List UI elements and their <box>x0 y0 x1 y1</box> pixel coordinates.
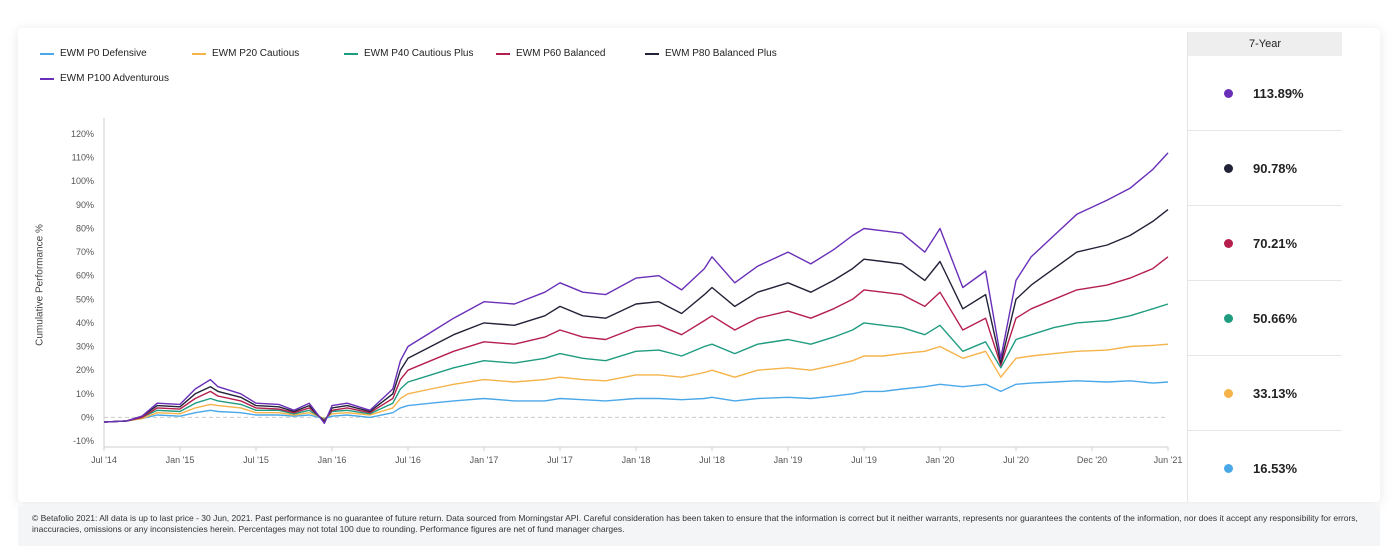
returns-panel: 7-Year 113.89% 90.78% 70.21% 50.66% 33.1… <box>1187 32 1342 502</box>
series-line-3 <box>103 256 1169 423</box>
y-tick-label: 30% <box>76 342 94 352</box>
return-row-p80: 90.78% <box>1188 131 1342 206</box>
series-line-4 <box>103 209 1169 423</box>
y-tick-label: 40% <box>76 318 94 328</box>
x-tick-label: Jul '19 <box>851 455 877 465</box>
x-tick-label: Jul '17 <box>547 455 573 465</box>
legend-item-p20[interactable]: EWM P20 Cautious <box>192 48 299 59</box>
y-tick-label: 20% <box>76 365 94 375</box>
performance-chart: -10% 0% 10% 20% 30% 40% 50% 60% 70% 80% 90% 100% 110… <box>71 118 1183 465</box>
legend-label: EWM P40 Cautious Plus <box>364 48 474 59</box>
legend-swatch <box>496 52 510 55</box>
return-value: 16.53% <box>1253 460 1298 476</box>
legend-item-p60[interactable]: EWM P60 Balanced <box>496 48 606 59</box>
y-tick-label: 100% <box>71 176 94 186</box>
x-tick-label: Dec '20 <box>1077 455 1107 465</box>
legend-item-p0[interactable]: EWM P0 Defensive <box>40 48 147 59</box>
x-tick-label: Jul '18 <box>699 455 725 465</box>
legend-label: EWM P60 Balanced <box>516 48 606 59</box>
legend-label: EWM P20 Cautious <box>212 48 300 59</box>
return-row-p100: 113.89% <box>1188 56 1342 131</box>
return-value: 90.78% <box>1253 160 1298 176</box>
return-row-p0: 16.53% <box>1188 431 1342 505</box>
return-value: 50.66% <box>1253 310 1298 326</box>
legend-swatch <box>344 52 358 55</box>
x-tick-label: Jul '14 <box>91 455 117 465</box>
y-tick-label: 10% <box>76 389 94 399</box>
legend-swatch <box>192 52 206 55</box>
return-value: 113.89% <box>1253 85 1304 101</box>
y-tick-label: 90% <box>76 200 94 210</box>
legend-item-p40[interactable]: EWM P40 Cautious Plus <box>344 48 474 59</box>
series-dot <box>1224 313 1233 323</box>
legend-swatch <box>645 52 659 55</box>
series-dot <box>1224 88 1233 98</box>
legend-swatch <box>40 52 54 55</box>
chart-card <box>18 28 1380 502</box>
y-tick-label: 0% <box>81 412 94 422</box>
x-tick-label: Jan '18 <box>622 455 651 465</box>
x-tick-label: Jul '20 <box>1003 455 1029 465</box>
disclaimer-footer: © Betafolio 2021: All data is up to last… <box>18 506 1380 546</box>
series-dot <box>1224 388 1233 398</box>
series-line-1 <box>103 343 1169 423</box>
y-tick-label: 70% <box>76 247 94 257</box>
x-tick-label: Jan '19 <box>774 455 803 465</box>
x-tick-label: Jan '16 <box>318 455 347 465</box>
x-tick-label: Jan '17 <box>470 455 499 465</box>
series-dot <box>1224 163 1233 173</box>
y-tick-label: 50% <box>76 294 94 304</box>
return-row-p20: 33.13% <box>1188 356 1342 431</box>
series-dot <box>1224 463 1233 473</box>
returns-panel-header: 7-Year <box>1188 32 1342 56</box>
legend-label: EWM P80 Balanced Plus <box>665 48 777 59</box>
return-row-p60: 70.21% <box>1188 206 1342 281</box>
legend-item-p80[interactable]: EWM P80 Balanced Plus <box>645 48 777 59</box>
legend-item-p100[interactable]: EWM P100 Adventurous <box>40 73 169 84</box>
legend-label: EWM P100 Adventurous <box>60 73 169 84</box>
x-tick-label: Jul '16 <box>395 455 421 465</box>
y-tick-label: 60% <box>76 271 94 281</box>
y-tick-label: 110% <box>72 153 94 163</box>
return-value: 33.13% <box>1253 385 1298 401</box>
x-tick-label: Jul '15 <box>243 455 269 465</box>
y-tick-label: 120% <box>71 129 94 139</box>
series-dot <box>1224 238 1233 248</box>
series-line-0 <box>103 380 1169 423</box>
legend-swatch <box>40 77 54 80</box>
x-tick-label: Jan '15 <box>166 455 195 465</box>
x-tick-label: Jun '21 <box>1154 455 1183 465</box>
series-line-5 <box>103 152 1169 424</box>
return-value: 70.21% <box>1253 235 1298 251</box>
series-line-2 <box>103 303 1169 423</box>
return-row-p40: 50.66% <box>1188 281 1342 356</box>
legend-label: EWM P0 Defensive <box>60 48 147 59</box>
x-tick-label: Jan '20 <box>926 455 955 465</box>
y-tick-label: -10% <box>73 436 94 446</box>
y-tick-label: 80% <box>76 223 94 233</box>
